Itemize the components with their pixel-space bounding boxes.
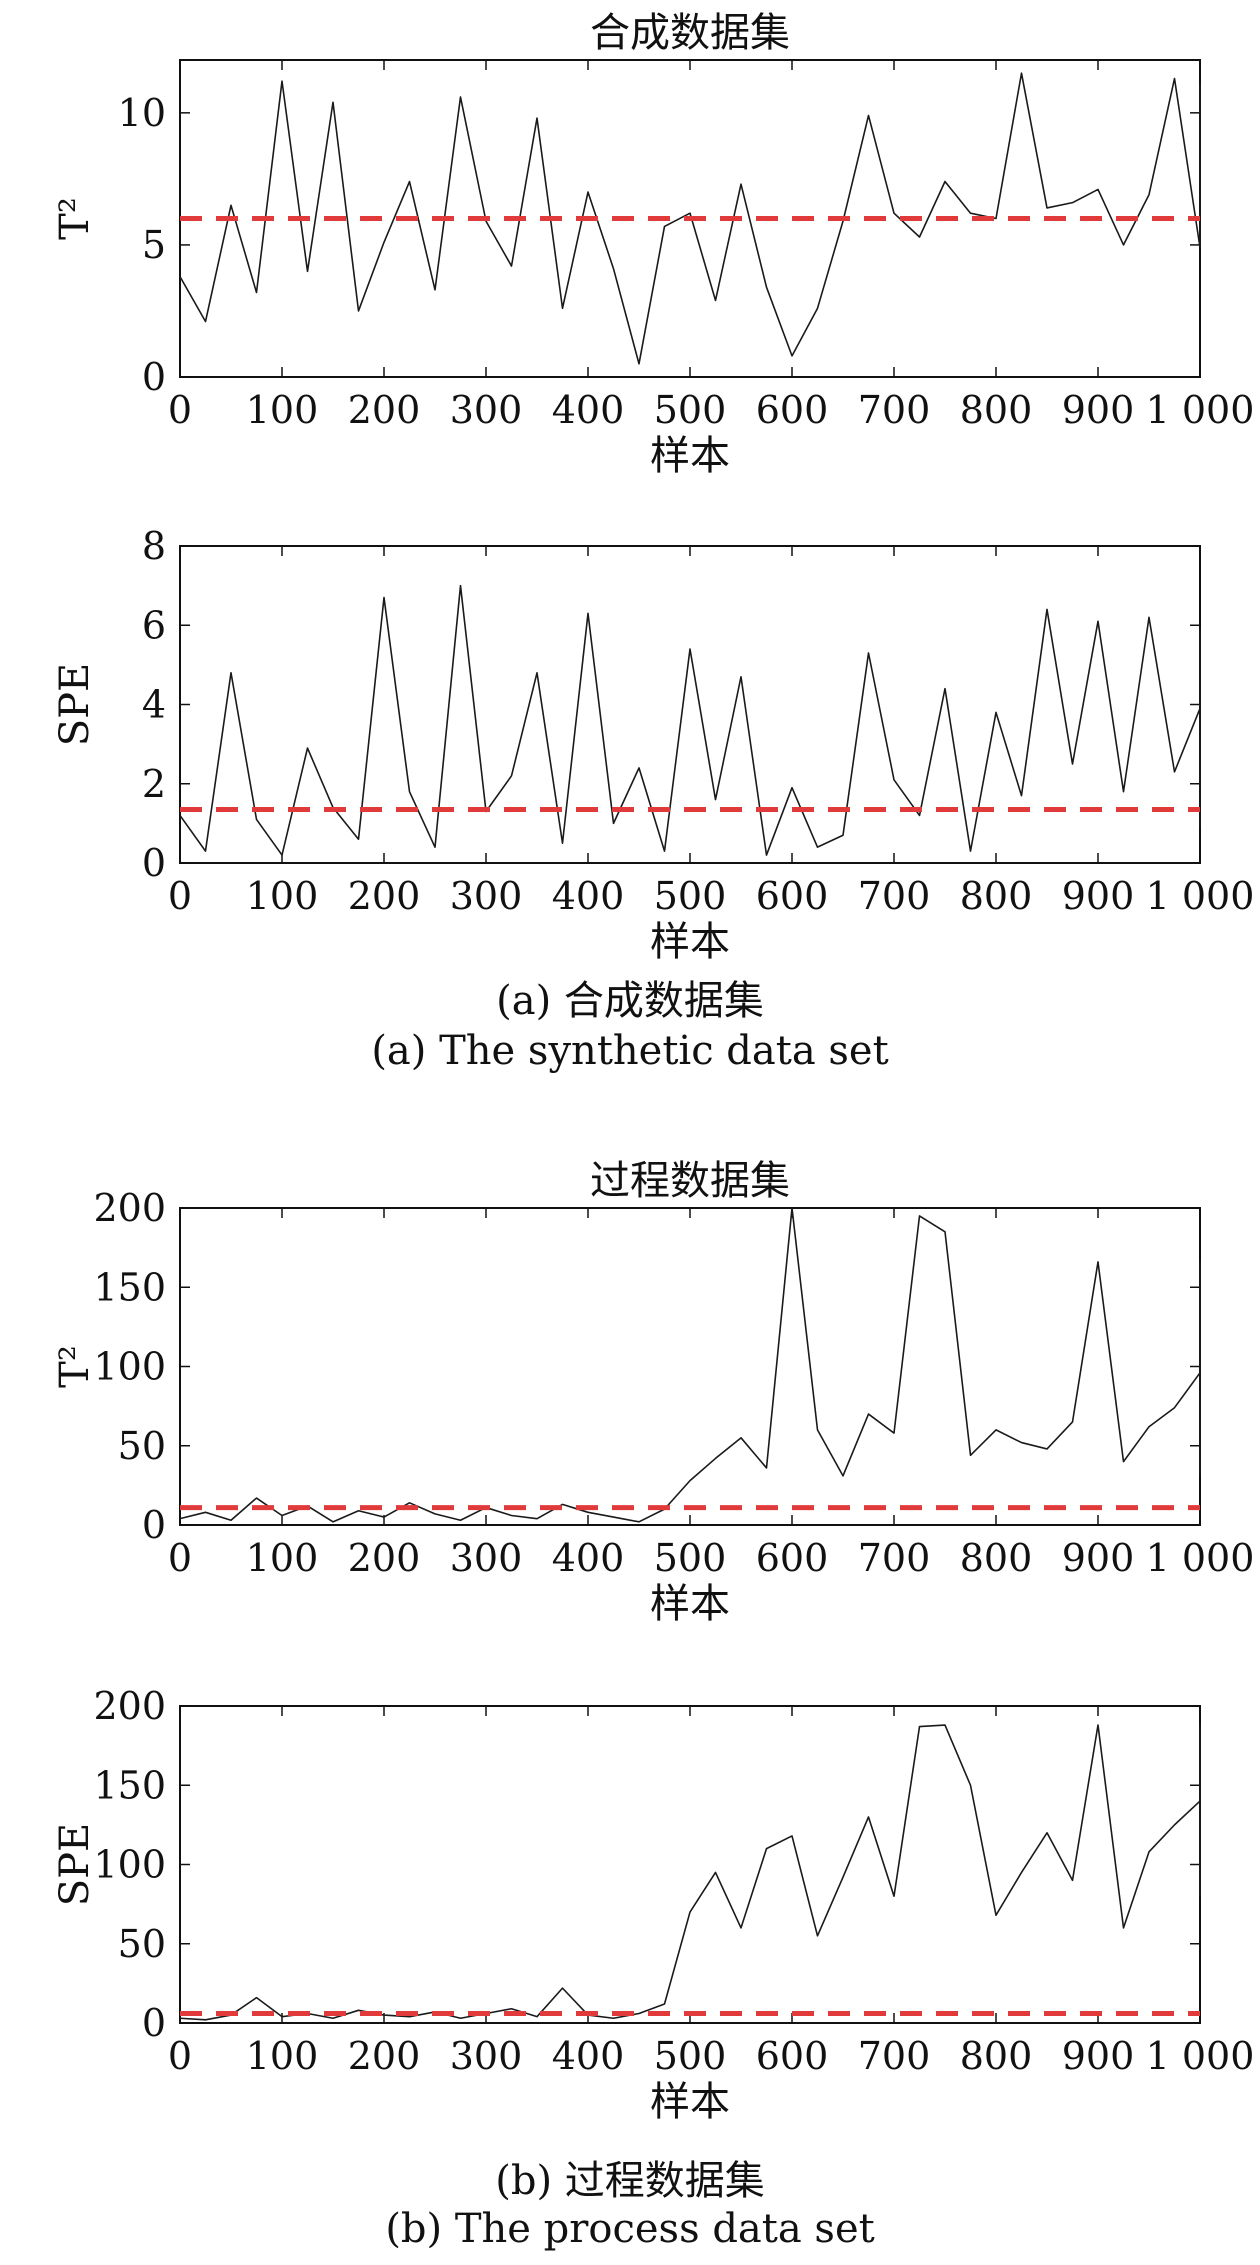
x-tick-label: 400 [552,1536,625,1580]
y-tick-label: 100 [93,1843,166,1887]
plot-frame [179,1207,1201,1526]
x-tick-label: 900 [1062,1536,1135,1580]
x-tick-label: 300 [450,2034,523,2078]
x-tick-label: 600 [756,2034,829,2078]
x-tick-label: 100 [246,388,319,432]
x-tick-label: 100 [246,874,319,918]
y-axis-label: T² [52,197,98,240]
x-tick-label: 600 [756,874,829,918]
plot-frame [179,545,1201,864]
x-tick-label: 800 [960,2034,1033,2078]
x-tick-label: 0 [168,388,192,432]
y-tick-label: 0 [142,1503,166,1547]
y-tick-label: 4 [142,683,166,727]
x-tick-label: 500 [654,2034,727,2078]
y-tick-label: 100 [93,1345,166,1389]
x-tick-label: 400 [552,388,625,432]
x-tick-label: 500 [654,1536,727,1580]
x-tick-label: 300 [450,1536,523,1580]
x-tick-label: 700 [858,1536,931,1580]
x-tick-label: 300 [450,874,523,918]
caption-b-en: (b) The process data set [385,2206,875,2252]
x-axis-label: 样本 [650,919,730,965]
x-tick-label: 100 [246,1536,319,1580]
y-tick-label: 0 [142,355,166,399]
x-tick-label: 700 [858,388,931,432]
series-line [179,1724,1201,2021]
series-line [179,584,1201,856]
y-tick-label: 200 [93,1684,166,1728]
y-tick-label: 8 [142,524,166,568]
x-tick-label: 300 [450,388,523,432]
y-tick-label: 50 [118,1922,166,1966]
y-tick-label: 5 [142,223,166,267]
x-tick-label: 200 [348,2034,421,2078]
x-tick-label: 700 [858,2034,931,2078]
x-tick-label: 200 [348,1536,421,1580]
y-tick-label: 150 [93,1763,166,1807]
x-tick-label: 900 [1062,874,1135,918]
x-tick-label: 0 [168,874,192,918]
x-tick-label: 1 000 [1146,874,1255,918]
y-tick-label: 50 [118,1424,166,1468]
y-tick-label: 0 [142,841,166,885]
series-line [179,1207,1201,1523]
caption-b-cn: (b) 过程数据集 [495,2158,765,2204]
x-tick-label: 500 [654,874,727,918]
chart-1: 0 100 200 300 400 500 600 700 800 900 1 000 0 5 10 合成数… [52,10,1254,479]
x-tick-label: 1 000 [1146,2034,1255,2078]
x-axis-label: 样本 [650,433,730,479]
x-tick-label: 400 [552,2034,625,2078]
x-tick-label: 800 [960,1536,1033,1580]
caption-a-en: (a) The synthetic data set [371,1028,889,1074]
chart-4: 0 100 200 300 400 500 600 700 800 900 1 000 0 50 100 1… [52,1684,1254,2125]
x-tick-label: 100 [246,2034,319,2078]
x-tick-label: 200 [348,388,421,432]
y-tick-label: 200 [93,1186,166,1230]
x-tick-label: 500 [654,388,727,432]
plot-frame [179,1705,1201,2024]
x-tick-label: 600 [756,388,829,432]
x-tick-label: 900 [1062,388,1135,432]
chart-3: 0 100 200 300 400 500 600 700 800 900 1 000 0 50 100 1… [52,1158,1254,1627]
x-tick-label: 700 [858,874,931,918]
y-axis-label: T² [52,1345,98,1388]
x-tick-label: 900 [1062,2034,1135,2078]
chart-title: 过程数据集 [590,1158,790,1204]
x-tick-label: 800 [960,874,1033,918]
x-tick-label: 0 [168,1536,192,1580]
caption-a-cn: (a) 合成数据集 [496,978,764,1024]
y-axis-label: SPE [52,1823,98,1907]
x-tick-label: 800 [960,388,1033,432]
x-tick-label: 1 000 [1146,388,1255,432]
y-tick-label: 0 [142,2001,166,2045]
chart-2: 0 100 200 300 400 500 600 700 800 900 1 000 0 2 4 6 8 样本… [52,524,1254,965]
x-tick-label: 400 [552,874,625,918]
x-tick-label: 600 [756,1536,829,1580]
x-axis-label: 样本 [650,1581,730,1627]
chart-title: 合成数据集 [590,10,790,56]
x-tick-label: 200 [348,874,421,918]
x-tick-label: 1 000 [1146,1536,1255,1580]
x-tick-label: 0 [168,2034,192,2078]
y-tick-label: 6 [142,603,166,647]
y-tick-label: 2 [142,762,166,806]
y-tick-label: 10 [118,91,166,135]
y-axis-label: SPE [52,663,98,747]
y-tick-label: 150 [93,1265,166,1309]
x-axis-label: 样本 [650,2079,730,2125]
